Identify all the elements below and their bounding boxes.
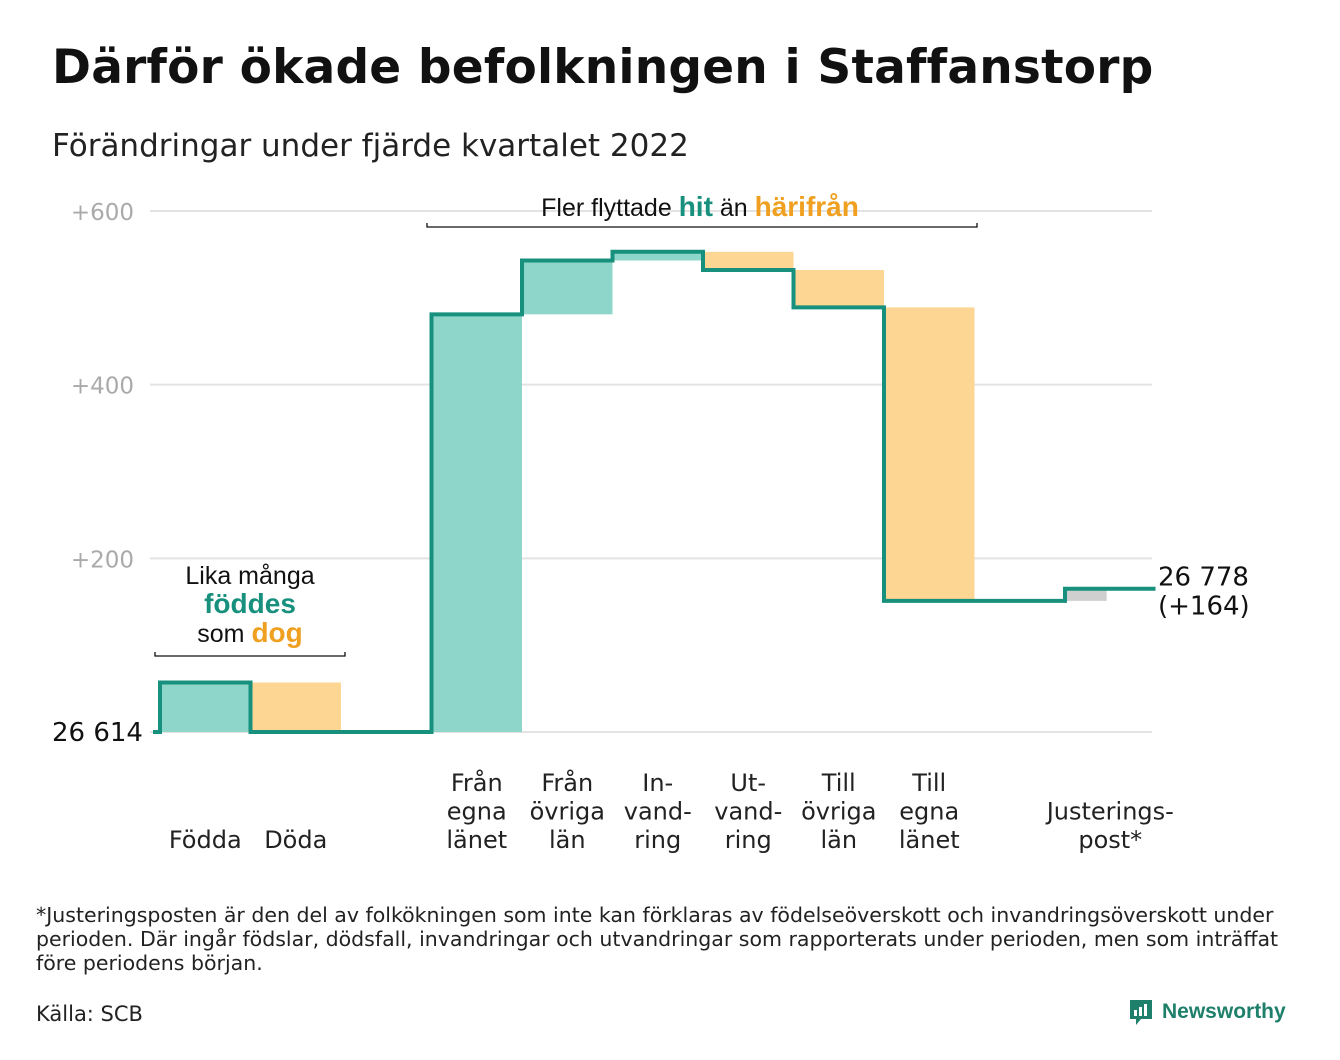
footnote: *Justeringsposten är den del av folkökni… [36, 903, 1279, 975]
bar-decrease [884, 307, 975, 601]
start-value-label: 26 614 [52, 718, 143, 748]
bars [160, 251, 1107, 732]
category-label: In-vand-ring [624, 769, 692, 854]
category-labels: Födda Döda Från egna länet Från övriga län In-va… [169, 768, 1174, 854]
births-annotation: Lika många föddes som dog [185, 562, 314, 648]
category-label: Till övriga län [801, 769, 876, 854]
running-total-step-line [153, 249, 1156, 734]
newsworthy-logo-icon [1130, 1000, 1152, 1025]
chart-subtitle: Förändringar under fjärde kvartalet 2022 [52, 128, 689, 164]
category-label: Födda [169, 826, 242, 854]
source-credit: Källa: SCB [36, 1002, 143, 1026]
category-label: Från övriga län [530, 768, 605, 854]
brand-name: Newsworthy [1162, 1000, 1286, 1023]
y-axis-ticks: +200 +400 +600 [71, 200, 134, 573]
bar-decrease [793, 270, 884, 308]
migration-bracket [426, 223, 978, 228]
category-label: Justerings-post* [1045, 798, 1174, 855]
waterfall-chart: +200 +400 +600 Födda Döda Från egna länet Från ö… [52, 191, 1250, 854]
bar-decrease [703, 251, 794, 271]
category-label: Från egna länet [446, 768, 507, 854]
category-label: Ut-vand-ring [714, 769, 782, 854]
bar-decrease [250, 682, 341, 732]
migration-annotation: Fler flyttade hit än härifrån [541, 191, 859, 222]
bar-increase [160, 682, 251, 732]
chart-title: Därför ökade befolkningen i Staffanstorp [52, 40, 1154, 95]
category-label: Döda [264, 826, 327, 854]
brand-logo: Newsworthy [1128, 998, 1286, 1026]
running-total-line [153, 249, 1156, 734]
category-label: Till egna länet [899, 769, 960, 854]
y-tick-label: +600 [71, 200, 134, 226]
bar-adjustment [1065, 588, 1107, 601]
end-value-label: 26 778 [1158, 563, 1249, 593]
y-tick-label: +400 [71, 374, 134, 400]
births-bracket [154, 652, 346, 657]
bar-increase [431, 314, 522, 732]
end-change-label: (+164) [1158, 592, 1250, 622]
annotations: 26 614 26 778(+164) Fler flyttade hit än h… [52, 191, 1250, 748]
grid-lines [150, 210, 1152, 733]
bar-increase [612, 251, 703, 261]
bar-increase [522, 260, 613, 315]
y-tick-label: +200 [71, 547, 134, 573]
